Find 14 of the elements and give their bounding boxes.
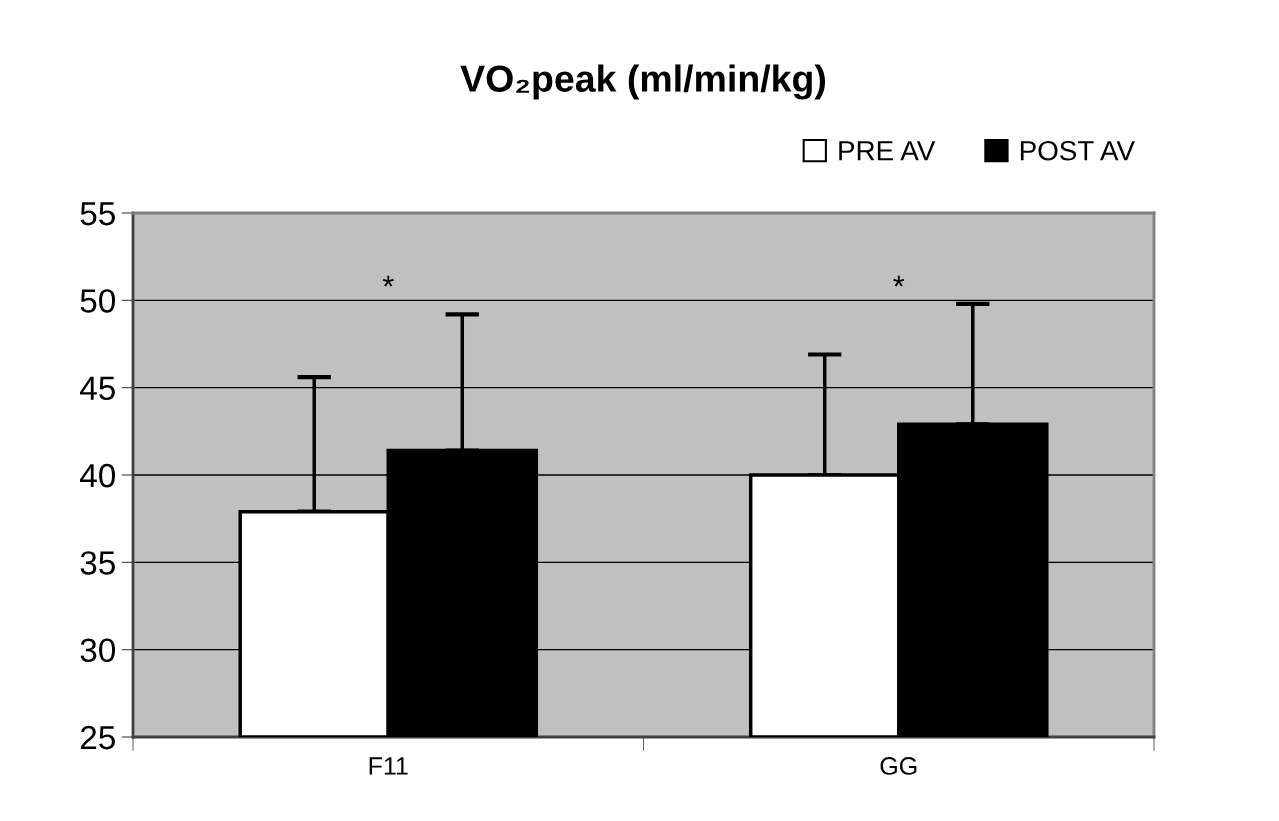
annotation: * (893, 275, 905, 287)
y-tick-label: 55 (80, 202, 115, 226)
y-tick-label: 25 (80, 725, 115, 750)
y-tick-label: 40 (80, 463, 116, 488)
x-tick-label: GG (880, 757, 917, 775)
y-tick-label: 50 (80, 289, 116, 313)
x-tick-label: F11 (369, 757, 408, 775)
chart-title: VO₂peak (ml/min/kg) (460, 64, 826, 100)
y-tick-label: 35 (80, 551, 115, 575)
y-tick-label: 45 (80, 376, 115, 401)
y-tick-label: 30 (80, 638, 116, 663)
legend-label: POST AV (1020, 140, 1135, 161)
annotation: * (382, 275, 394, 287)
legend-label: PRE AV (839, 141, 936, 161)
